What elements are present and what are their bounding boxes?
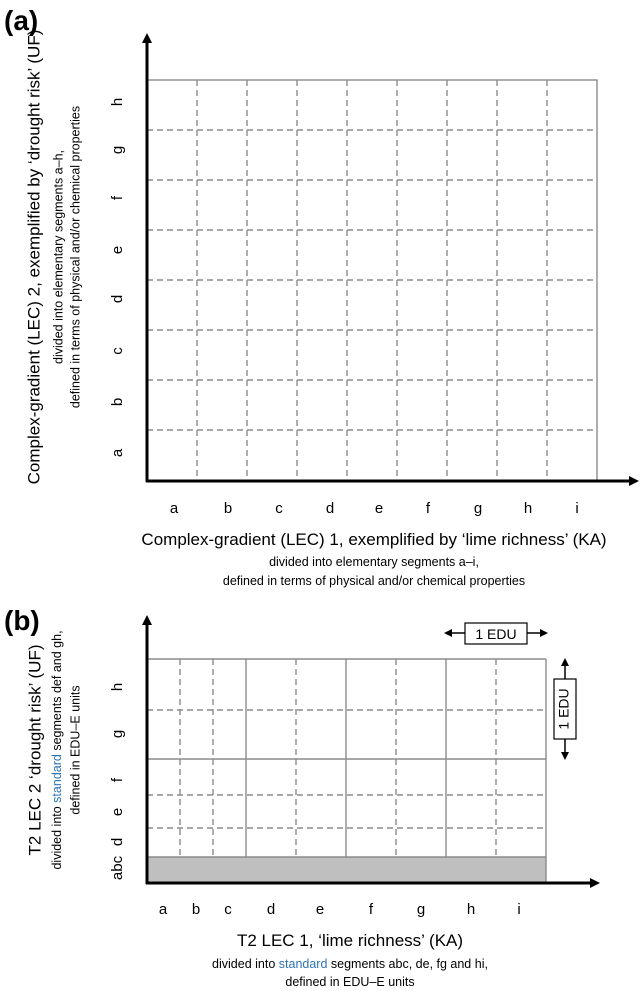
x-segment-label: a <box>159 901 168 918</box>
panel-a: (a) a b c <box>4 5 639 588</box>
y-sub-pre: divided into <box>50 803 64 870</box>
panel-b-grid <box>147 658 547 883</box>
panel-a-y-subtitle-2: defined in terms of physical and/or chem… <box>68 106 82 408</box>
panel-b-x-subtitle-2: defined in EDU–E units <box>285 975 414 989</box>
panel-a-y-subtitle-1: divided into elementary segments a–h, <box>51 150 65 364</box>
panel-b-x-segment-labels: a b c d e f g h i <box>159 901 521 918</box>
x-segment-label: g <box>417 901 425 918</box>
y-segment-label: a <box>109 448 126 457</box>
x-segment-label: g <box>474 500 482 517</box>
panel-a-grid <box>146 79 598 482</box>
panel-b-y-title: T2 LEC 2 ‘drought risk’ (UF) <box>25 645 44 856</box>
panel-b-abc-shaded-band <box>147 857 546 883</box>
edu-vertical-box <box>553 678 577 740</box>
x-segment-label: c <box>224 901 232 918</box>
y-segment-label: h <box>109 98 126 106</box>
y-segment-label: abc <box>109 855 126 880</box>
panel-a-x-subtitle-1: divided into elementary segments a–i, <box>269 555 479 569</box>
panel-b-label: (b) <box>4 605 40 636</box>
x-segment-label: h <box>467 901 475 918</box>
y-segment-label: d <box>109 295 126 303</box>
y-sub-post: segments def and gh, <box>50 630 64 754</box>
panel-a-x-subtitle-2: defined in terms of physical and/or chem… <box>223 574 525 588</box>
x-segment-label: b <box>224 500 232 517</box>
panel-b-y-subtitle-1: divided into standard segments def and g… <box>50 630 64 869</box>
y-segment-label: d <box>109 838 126 846</box>
y-sub-standard: standard <box>50 754 64 803</box>
y-segment-label: h <box>109 683 126 691</box>
x-segment-label: i <box>575 500 578 517</box>
y-segment-label: f <box>109 195 126 200</box>
y-segment-label: g <box>109 730 126 738</box>
edu-vertical-label: 1 EDU <box>556 688 572 729</box>
x-segment-label: f <box>426 500 431 517</box>
x-segment-label: d <box>326 500 334 517</box>
panel-a-x-title: Complex-gradient (LEC) 1, exemplified by… <box>141 530 606 549</box>
y-segment-label: e <box>109 246 126 254</box>
x-segment-label: d <box>267 901 275 918</box>
x-segment-label: b <box>192 901 200 918</box>
panel-b-y-subtitle-2: defined in EDU–E units <box>68 685 82 814</box>
edu-horizontal-label: 1 EDU <box>475 626 516 642</box>
panel-b: (b) <box>4 605 600 989</box>
x-segment-label: a <box>170 500 179 517</box>
panel-a-label: (a) <box>4 5 38 36</box>
y-segment-label: f <box>109 777 126 782</box>
panel-a-y-title: Complex-gradient (LEC) 2, exemplified by… <box>24 30 43 485</box>
panel-a-x-segment-labels: a b c d e f g h i <box>170 500 579 517</box>
panel-b-x-title: T2 LEC 1, ‘lime richness’ (KA) <box>237 931 463 950</box>
x-segment-label: f <box>369 901 374 918</box>
y-segment-label: b <box>109 398 126 406</box>
y-segment-label: g <box>109 146 126 154</box>
panel-b-y-segment-labels: abc d e f g h <box>109 683 126 880</box>
x-segment-label: e <box>375 500 383 517</box>
y-segment-label: e <box>109 808 126 816</box>
panel-b-edu-horizontal: 1 EDU <box>444 622 548 645</box>
edu-horizontal-box <box>464 622 528 645</box>
x-segment-label: i <box>517 901 520 918</box>
x-sub-post: segments abc, de, fg and hi, <box>327 957 488 971</box>
panel-b-x-subtitle-1: divided into standard segments abc, de, … <box>212 957 488 971</box>
panel-a-y-segment-labels: a b c d e f g h <box>109 98 126 457</box>
x-segment-label: e <box>316 901 324 918</box>
x-segment-label: h <box>524 500 532 517</box>
x-segment-label: c <box>275 500 283 517</box>
y-segment-label: c <box>109 347 126 355</box>
panel-b-edu-vertical: 1 EDU <box>553 658 577 760</box>
x-sub-standard: standard <box>279 957 328 971</box>
x-sub-pre: divided into <box>212 957 279 971</box>
